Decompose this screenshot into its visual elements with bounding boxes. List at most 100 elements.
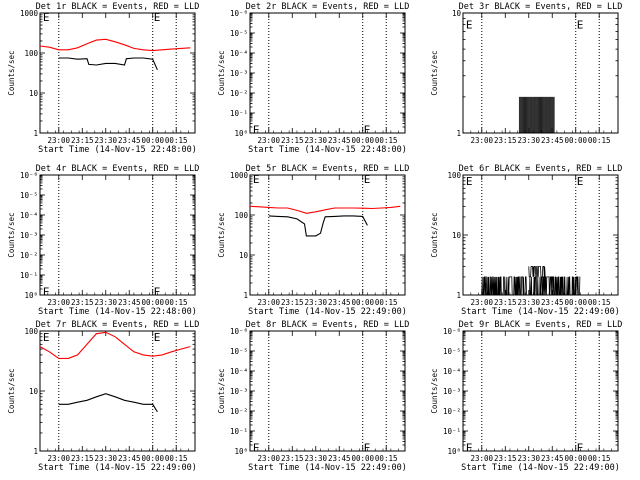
y-tick-label: 10⁻⁶ — [230, 9, 248, 18]
x-tick-label: 23:00 — [257, 136, 280, 145]
y-tick-label: 10⁻⁴ — [443, 367, 461, 376]
y-tick-label: 100 — [24, 49, 38, 58]
y-axis-label: Counts/sec — [217, 50, 226, 95]
series-events — [481, 266, 581, 296]
x-tick-label: 23:30 — [304, 298, 327, 307]
y-tick-label: 100 — [24, 327, 38, 336]
y-tick-label: 10⁰ — [234, 447, 248, 456]
x-tick-label: 23:00 — [257, 454, 280, 463]
y-tick-label: 100 — [234, 211, 248, 220]
panel-det3r: Det 3r BLACK = Events, RED = LLD 1 10 23:00… — [430, 2, 622, 145]
e-marker: E — [364, 173, 371, 186]
e-marker: E — [577, 441, 584, 454]
panel-title: Det 5r BLACK = Events, RED = LLD — [246, 164, 410, 174]
e-marker: E — [364, 123, 371, 136]
x-tick-label: 23:15 — [494, 136, 517, 145]
x-tick-label: 23:45 — [118, 136, 141, 145]
y-tick-label: 10 — [239, 251, 249, 260]
y-tick-label: 10⁰ — [234, 129, 248, 138]
plot-frame — [39, 12, 196, 134]
x-tick-label: 00:15 — [375, 454, 398, 463]
e-marker: E — [43, 285, 50, 298]
e-marker: E — [253, 123, 260, 136]
e-marker: E — [43, 331, 50, 344]
e-marker: E — [43, 11, 50, 24]
x-tick-label: 23:30 — [517, 136, 540, 145]
x-tick-label: 23:00 — [47, 298, 70, 307]
panel-title: Det 2r BLACK = Events, RED = LLD — [246, 2, 410, 12]
x-tick-label: 23:15 — [71, 136, 94, 145]
x-tick-label: 23:15 — [281, 136, 304, 145]
panel-det7r: Det 7r BLACK = Events, RED = LLD 1 10 100 23… — [7, 320, 199, 473]
panel-title: Det 1r BLACK = Events, RED = LLD — [36, 2, 200, 12]
y-tick-label: 1000 — [230, 171, 249, 180]
x-tick-label: 23:15 — [71, 454, 94, 463]
panel-det8r: Det 8r BLACK = Events, RED = LLD 10⁰ 10⁻¹ 1… — [217, 320, 409, 473]
e-marker: E — [577, 19, 584, 32]
x-tick-label: 00:15 — [588, 298, 611, 307]
y-tick-label: 10 — [452, 231, 462, 240]
x-tick-label: 00:15 — [588, 136, 611, 145]
e-marker: E — [253, 441, 260, 454]
x-tick-label: 23:00 — [47, 454, 70, 463]
y-tick-label: 10⁻² — [20, 251, 38, 260]
x-tick-label: 23:15 — [494, 298, 517, 307]
plot-frame — [249, 12, 406, 134]
y-tick-label: 10⁻⁴ — [20, 211, 38, 220]
y-tick-label: 10⁻⁴ — [230, 367, 248, 376]
e-marker: E — [466, 19, 473, 32]
x-axis-label: Start Time (14-Nov-15 22:49:00) — [38, 463, 197, 473]
x-tick-label: 23:00 — [257, 298, 280, 307]
series-lld — [39, 38, 191, 52]
x-tick-label: 00:15 — [165, 454, 188, 463]
plot-frame — [249, 174, 406, 296]
x-axis-label: Start Time (14-Nov-15 22:48:00) — [38, 307, 197, 317]
y-tick-label: 10⁻¹ — [20, 271, 38, 280]
x-axis-label: Start Time (14-Nov-15 22:48:00) — [248, 145, 407, 155]
x-axis-label: Start Time (14-Nov-15 22:49:00) — [248, 463, 407, 473]
plot-frame — [462, 330, 619, 452]
x-axis-label: Start Time (14-Nov-15 22:49:00) — [461, 463, 620, 473]
x-tick-label: 23:15 — [281, 298, 304, 307]
panel-det5r: Det 5r BLACK = Events, RED = LLD 1 10 100 10… — [217, 164, 409, 317]
x-tick-label: 23:15 — [281, 454, 304, 463]
x-tick-label: 23:45 — [118, 454, 141, 463]
e-marker: E — [154, 331, 161, 344]
x-tick-label: 23:45 — [118, 298, 141, 307]
y-tick-label: 10⁰ — [447, 447, 461, 456]
y-axis-label: Counts/sec — [7, 50, 16, 95]
y-tick-label: 10⁻⁵ — [443, 347, 461, 356]
series-events — [518, 96, 555, 133]
x-axis-label: Start Time (14-Nov-15 22:48:00) — [38, 145, 197, 155]
x-tick-label: 23:45 — [328, 136, 351, 145]
x-tick-label: 00:00 — [141, 454, 164, 463]
panel-det1r: Det 1r BLACK = Events, RED = LLD 1 10 100 10… — [7, 2, 199, 155]
plot-frame — [462, 12, 619, 134]
x-tick-label: 00:00 — [351, 454, 374, 463]
y-tick-label: 10⁻² — [230, 89, 248, 98]
y-tick-label: 10⁻⁵ — [230, 347, 248, 356]
e-marker: E — [364, 441, 371, 454]
y-tick-label: 10⁻³ — [443, 387, 461, 396]
y-tick-label: 10⁻² — [230, 407, 248, 416]
y-tick-label: 10⁻² — [443, 407, 461, 416]
x-tick-label: 00:15 — [588, 454, 611, 463]
panel-det9r: Det 9r BLACK = Events, RED = LLD 10⁰ 10⁻¹ 1… — [430, 320, 622, 473]
y-tick-label: 10⁻¹ — [443, 427, 461, 436]
x-tick-label: 23:45 — [328, 298, 351, 307]
y-axis-label: Counts/sec — [430, 368, 439, 413]
x-tick-label: 23:30 — [94, 136, 117, 145]
x-tick-label: 23:00 — [470, 298, 493, 307]
panel-det4r: Det 4r BLACK = Events, RED = LLD 10⁰ 10⁻¹ 1… — [7, 164, 199, 317]
y-tick-label: 10 — [29, 387, 39, 396]
x-axis-label: Start Time (14-Nov-15 22:49:00) — [248, 307, 407, 317]
x-tick-label: 23:00 — [470, 136, 493, 145]
e-marker: E — [154, 285, 161, 298]
panel-title: Det 7r BLACK = Events, RED = LLD — [36, 320, 200, 330]
y-tick-label: 1 — [33, 129, 38, 138]
y-tick-label: 10⁻⁶ — [443, 327, 461, 336]
y-tick-label: 1000 — [20, 9, 39, 18]
plot-frame — [39, 330, 196, 452]
panel-title: Det 8r BLACK = Events, RED = LLD — [246, 320, 410, 330]
